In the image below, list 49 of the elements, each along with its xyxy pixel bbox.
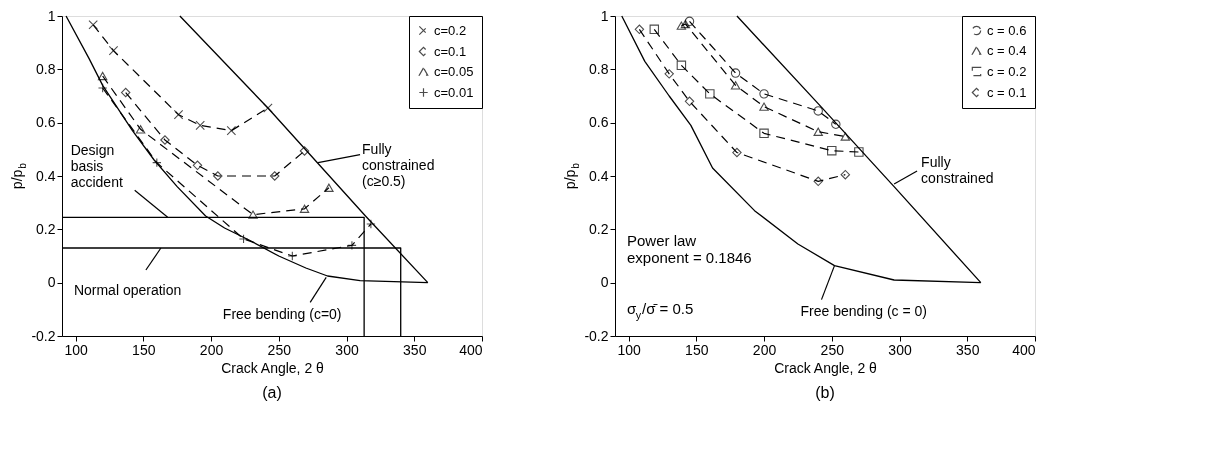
x-tick-label: 100 xyxy=(64,341,88,358)
x-tick-label: 200 xyxy=(199,341,224,358)
y-tick-label: -0.2 xyxy=(584,327,609,344)
x-tick-label: 200 xyxy=(752,341,777,358)
y-tick-label: 1 xyxy=(47,7,56,24)
y-tick-label: 0.4 xyxy=(589,167,609,184)
x-tick-label: 350 xyxy=(956,341,980,358)
y-tick-label: 1 xyxy=(600,7,609,24)
legend-label: c = 0.1 xyxy=(987,84,1027,100)
x-tick-label: 150 xyxy=(685,341,709,358)
x-tick-label: 150 xyxy=(132,341,156,358)
y-tick-label: 0 xyxy=(600,274,609,291)
y-tick-label: 0.2 xyxy=(589,220,609,237)
annotation: Fully constrained (c≥0.5) xyxy=(362,140,435,189)
legend-label: c = 0.4 xyxy=(987,42,1027,58)
x-axis-title: Crack Angle, 2 θ xyxy=(221,359,325,376)
y-tick-label: -0.2 xyxy=(31,327,56,344)
x-tick-label: 350 xyxy=(403,341,427,358)
y-tick-label: 0.6 xyxy=(36,114,56,131)
text: (b) xyxy=(815,384,835,401)
legend-label: c = 0.6 xyxy=(987,22,1027,38)
y-tick-label: 0 xyxy=(47,274,56,291)
legend-label: c=0.2 xyxy=(434,22,467,38)
y-axis-title: p/pb xyxy=(562,162,582,190)
x-tick-label: 300 xyxy=(888,341,912,358)
legend-label: c=0.1 xyxy=(434,43,467,59)
x-tick-label: 250 xyxy=(267,341,292,358)
y-axis-title: p/pb xyxy=(9,162,29,190)
y-tick-label: 0.4 xyxy=(36,167,56,184)
x-tick-label: 250 xyxy=(820,341,845,358)
x-tick-label: 400 xyxy=(459,341,483,358)
annotation: Fully constrained xyxy=(921,154,994,186)
y-tick-label: 0.6 xyxy=(589,114,609,131)
y-tick-label: 0.8 xyxy=(589,60,609,77)
annotation: Free bending (c=0) xyxy=(222,306,342,323)
x-tick-label: 300 xyxy=(335,341,359,358)
annotation: Design basis accident xyxy=(70,142,123,191)
y-tick-label: 0.2 xyxy=(36,220,56,237)
legend-label: c=0.01 xyxy=(434,84,474,100)
x-tick-label: 100 xyxy=(617,341,641,358)
annotation: Normal operation xyxy=(73,282,182,298)
text: (a) xyxy=(262,384,282,401)
legend-label: c = 0.2 xyxy=(987,63,1027,79)
annotation: Power law exponent = 0.1846 xyxy=(627,232,752,266)
annotation: Free bending (c = 0) xyxy=(800,302,927,319)
x-axis-title: Crack Angle, 2 θ xyxy=(774,359,878,376)
y-tick-label: 0.8 xyxy=(36,60,56,77)
legend-label: c=0.05 xyxy=(434,63,474,79)
x-tick-label: 400 xyxy=(1012,341,1036,358)
